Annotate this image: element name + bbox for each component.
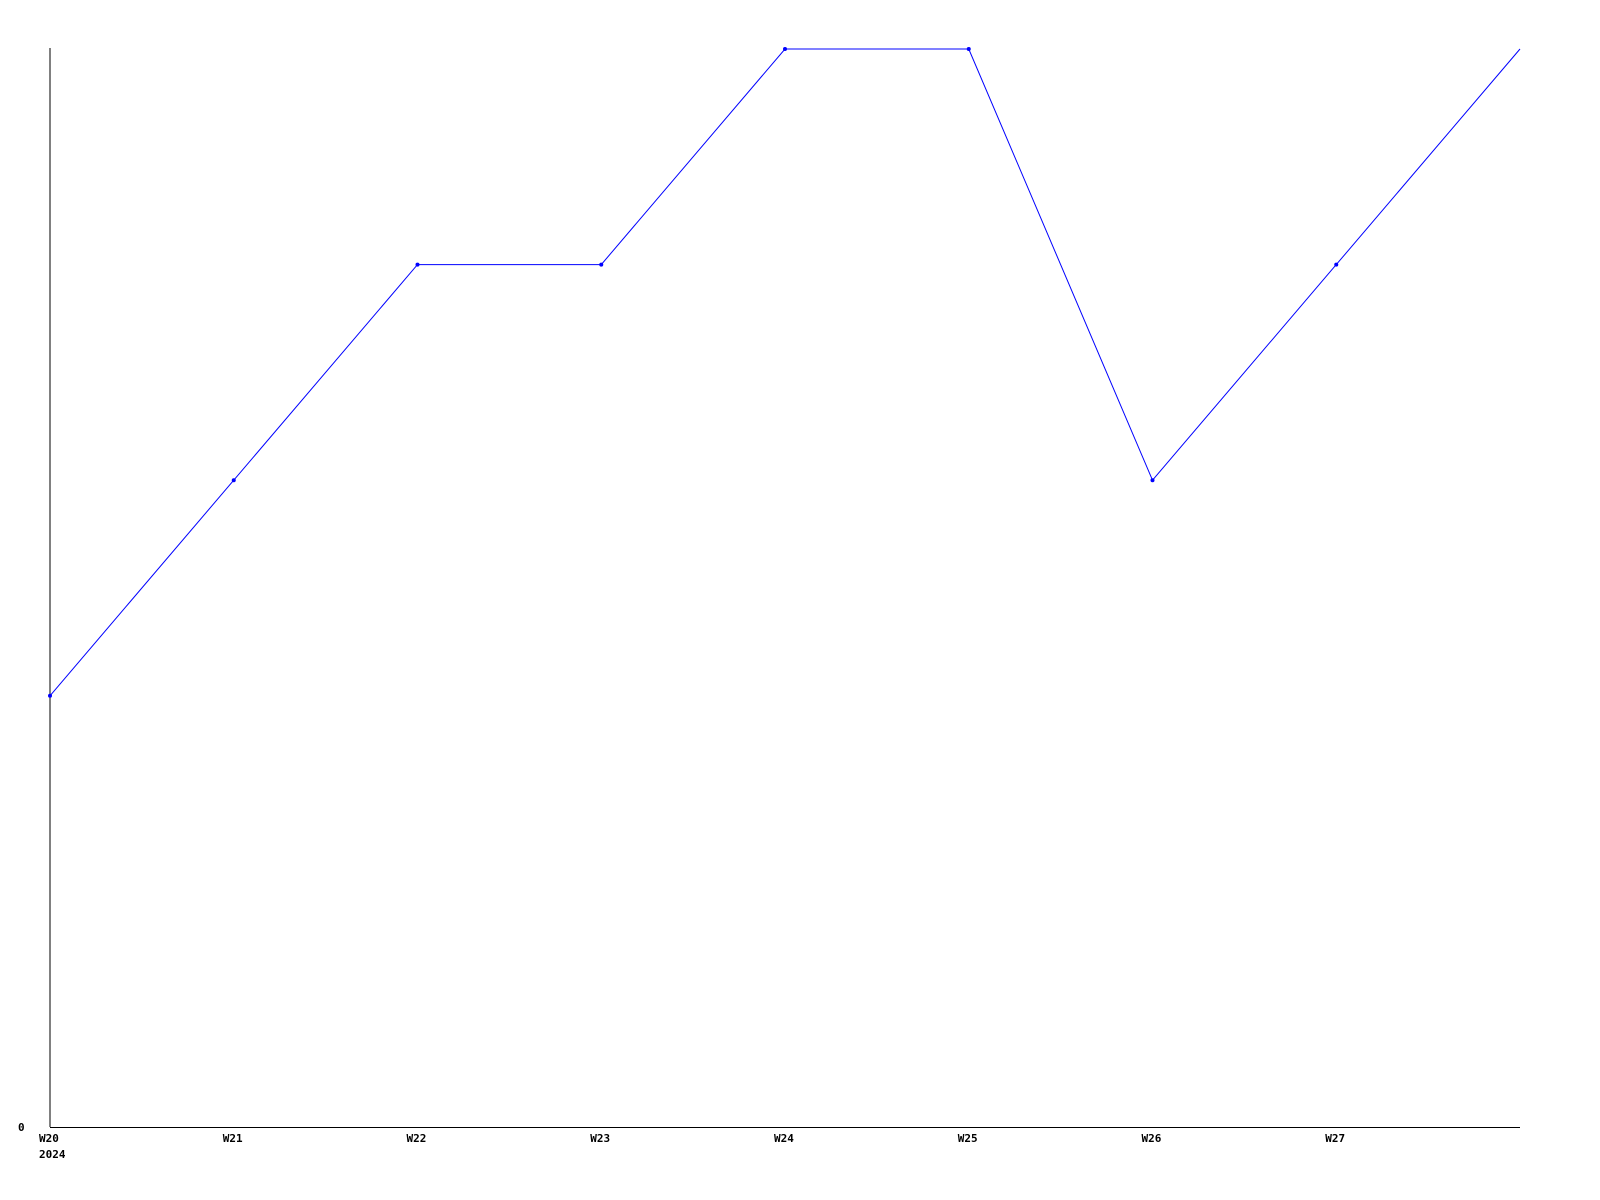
data-point	[783, 47, 787, 51]
x-tick-label: W27	[1325, 1132, 1345, 1145]
x-tick-label: W22	[407, 1132, 427, 1145]
series-line	[49, 48, 1521, 697]
data-point	[966, 47, 971, 51]
data-point	[48, 693, 52, 698]
y-tick-label: 0	[18, 1121, 25, 1134]
data-point	[1150, 478, 1155, 483]
x-tick-label: W21	[223, 1132, 243, 1145]
data-point	[231, 478, 236, 483]
x-tick-label: W24	[774, 1132, 794, 1145]
x-year-label: 2024	[39, 1148, 66, 1161]
x-tick-label: W26	[1142, 1132, 1162, 1145]
x-tick-label: W23	[590, 1132, 610, 1145]
data-point	[1334, 262, 1339, 267]
x-tick-label: W25	[958, 1132, 978, 1145]
x-tick-label: W20	[39, 1132, 59, 1145]
data-point	[599, 262, 604, 267]
data-point	[415, 262, 420, 267]
